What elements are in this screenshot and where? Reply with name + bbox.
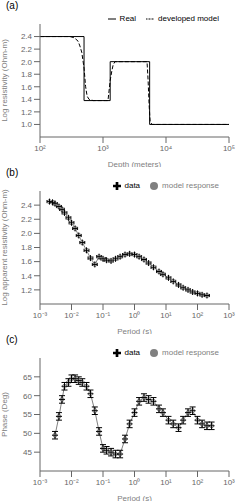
svg-text:10¹: 10¹ (160, 478, 172, 487)
svg-text:55: 55 (23, 410, 32, 419)
svg-text:1.2: 1.2 (21, 108, 33, 117)
svg-text:10⁻²: 10⁻² (64, 478, 79, 487)
svg-text:Period (s): Period (s) (117, 327, 152, 334)
svg-text:10³: 10³ (223, 311, 235, 320)
svg-text:1.8: 1.8 (21, 243, 33, 252)
svg-text:10⁻³: 10⁻³ (33, 478, 48, 487)
svg-text:1.6: 1.6 (21, 257, 33, 266)
svg-text:Log apparent resistivity (Ohm-: Log apparent resistivity (Ohm-m) (8, 189, 9, 306)
svg-text:10²: 10² (192, 478, 204, 487)
svg-text:1.2: 1.2 (21, 286, 33, 295)
html-text:data: data (124, 348, 141, 357)
svg-text:50: 50 (23, 429, 32, 438)
svg-text:45: 45 (23, 448, 32, 457)
svg-text:1.6: 1.6 (21, 83, 33, 92)
html-text:Real: Real (119, 14, 137, 23)
svg-text:1.4: 1.4 (21, 272, 33, 281)
svg-text:10¹: 10¹ (160, 311, 172, 320)
svg-text:10⁴: 10⁴ (160, 144, 173, 153)
svg-text:2.2: 2.2 (21, 215, 33, 224)
svg-text:10⁻¹: 10⁻¹ (96, 311, 111, 320)
svg-text:2.0: 2.0 (21, 229, 33, 238)
html-text:(a): (a) (6, 0, 19, 11)
svg-text:10⁰: 10⁰ (129, 311, 141, 320)
svg-text:10²: 10² (34, 144, 46, 153)
svg-text:2.4: 2.4 (21, 32, 33, 41)
svg-text:2.4: 2.4 (21, 201, 33, 210)
svg-text:Depth (meters): Depth (meters) (108, 160, 162, 167)
svg-text:60: 60 (23, 392, 32, 401)
svg-text:65: 65 (23, 373, 32, 382)
html-text:(c): (c) (6, 334, 18, 345)
html-text:developed model: developed model (158, 14, 219, 23)
svg-text:Log resistivity (Ohm-m): Log resistivity (Ohm-m) (8, 39, 9, 122)
svg-text:Period (s): Period (s) (117, 494, 152, 501)
svg-text:10³: 10³ (97, 144, 109, 153)
svg-text:10³: 10³ (223, 478, 235, 487)
svg-text:2.2: 2.2 (21, 45, 33, 54)
svg-text:1.0: 1.0 (21, 120, 33, 129)
svg-text:10⁻³: 10⁻³ (33, 311, 48, 320)
svg-text:1.4: 1.4 (21, 95, 33, 104)
html-text:(b): (b) (6, 167, 19, 178)
svg-text:2.0: 2.0 (21, 58, 33, 67)
svg-text:10⁰: 10⁰ (129, 478, 141, 487)
html-text:model response: model response (162, 348, 219, 357)
html-text:data: data (124, 181, 141, 190)
svg-text:10⁵: 10⁵ (223, 144, 235, 153)
svg-text:10⁻¹: 10⁻¹ (96, 478, 111, 487)
svg-text:10²: 10² (192, 311, 204, 320)
svg-text:10⁻²: 10⁻² (64, 311, 79, 320)
svg-text:Phase (Deg): Phase (Deg) (8, 392, 9, 437)
html-text:model response: model response (162, 181, 219, 190)
svg-text:1.8: 1.8 (21, 70, 33, 79)
